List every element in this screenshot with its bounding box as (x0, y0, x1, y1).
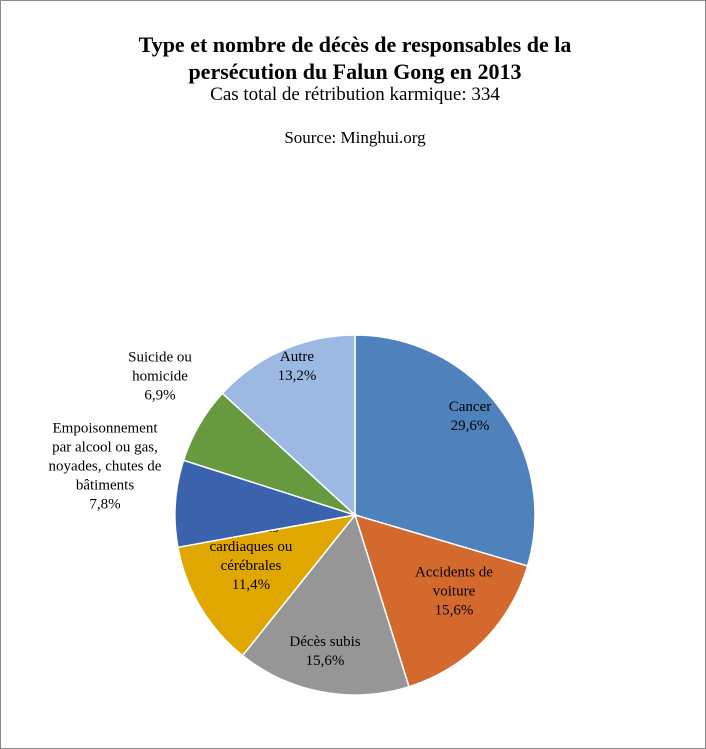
value-label: 29,6% (451, 418, 490, 434)
source: Source: Minghui.org (284, 128, 426, 147)
category-label: Accidents de voiture (415, 565, 493, 600)
pie-slice (353, 513, 529, 688)
value-label: 6,9% (144, 388, 175, 404)
slice-label: Empoisonnement par alcool ou gas, noyades,… (49, 421, 162, 513)
category-label: Décès subis (289, 634, 360, 650)
value-label: 15,6% (435, 603, 474, 619)
category-label: Suicide ou homicide (128, 350, 192, 385)
category-label: Cancer (449, 399, 491, 415)
pie-slice (221, 334, 356, 517)
chart-subtitle: Cas total de rétribution karmique: 334 (210, 84, 500, 105)
pie-slice (177, 513, 357, 657)
pie-slice (354, 334, 536, 567)
slice-label: Suicide ou homicide 6,9% (128, 350, 192, 404)
value-label: 13,2% (278, 368, 317, 384)
value-label: 11,4% (232, 577, 270, 593)
category-label: Empoisonnement par alcool ou gas, noyades,… (49, 421, 162, 494)
slice-label: Accidents de voiture 15,6% (415, 565, 493, 619)
slice-label: Décès subis 15,6% (289, 634, 360, 669)
value-label: 7,8% (89, 497, 120, 513)
pie-slice (241, 513, 410, 696)
slice-label: Cancer 29,6% (449, 399, 491, 434)
category-label: Autre (280, 349, 314, 365)
value-label: 15,6% (306, 653, 345, 669)
slice-label: Autre 13,2% (278, 349, 317, 384)
chart-title: Type et nombre de décès de responsables … (139, 32, 572, 84)
